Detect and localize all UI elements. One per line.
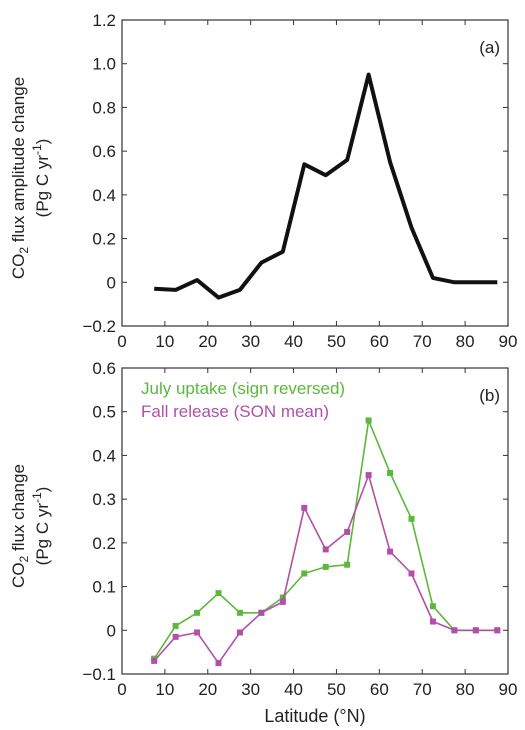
data-point-b xyxy=(494,627,501,634)
y-tick-label-a: 0.2 xyxy=(92,230,116,249)
y-tick-label-b: 0.4 xyxy=(92,446,116,465)
panel-label-a: (a) xyxy=(479,38,500,57)
data-point-b xyxy=(301,570,308,577)
data-point-b xyxy=(365,417,372,424)
data-point-b xyxy=(344,561,351,568)
data-point-b xyxy=(258,609,265,616)
y-tick-label-a: 1.0 xyxy=(92,55,116,74)
x-tick-label-a: 80 xyxy=(456,332,475,351)
data-point-b xyxy=(215,590,222,597)
x-tick-label-a: 60 xyxy=(370,332,389,351)
y-tick-label-b: 0 xyxy=(107,621,116,640)
y-tick-label-a: −0.2 xyxy=(82,317,116,336)
data-point-b xyxy=(408,570,415,577)
panel-label-b: (b) xyxy=(479,386,500,405)
x-tick-label-b: 10 xyxy=(155,680,174,699)
y-tick-label-a: 1.2 xyxy=(92,11,116,30)
x-tick-label-a: 90 xyxy=(499,332,518,351)
x-tick-label-b: 30 xyxy=(241,680,260,699)
series-line-july xyxy=(153,419,498,660)
data-point-b xyxy=(279,594,286,601)
y-tick-label-a: 0.6 xyxy=(92,142,116,161)
plot-frame-b xyxy=(121,367,509,675)
x-tick-label-a: 20 xyxy=(198,332,217,351)
y-tick-label-b: 0.1 xyxy=(92,578,116,597)
x-tick-label-b: 50 xyxy=(327,680,346,699)
y-tick-label-b: 0.3 xyxy=(92,490,116,509)
plot-frame-a xyxy=(121,19,509,327)
x-tick-label-b: 0 xyxy=(117,680,126,699)
y-axis-label-a: CO2 flux amplitude change xyxy=(9,77,31,279)
x-tick-label-b: 70 xyxy=(413,680,432,699)
data-point-b xyxy=(172,633,179,640)
x-tick-label-a: 0 xyxy=(117,332,126,351)
y-tick-label-b: 0.2 xyxy=(92,534,116,553)
data-point-b xyxy=(215,660,222,667)
legend-entry-1: July uptake (sign reversed) xyxy=(141,379,345,398)
data-point-b xyxy=(194,629,201,636)
data-point-b xyxy=(429,618,436,625)
x-tick-label-a: 40 xyxy=(284,332,303,351)
y-tick-label-b: −0.1 xyxy=(82,665,116,684)
y-tick-label-a: 0.8 xyxy=(92,98,116,117)
panel-a: 0 10 20 30 40 50 60 70 80 90−0.200.20.40.60.81.01… xyxy=(9,11,517,351)
x-axis-label: Latitude (°N) xyxy=(264,706,365,726)
y-axis-label-b: CO2 flux change xyxy=(9,464,31,588)
data-point-b xyxy=(301,504,308,511)
y-tick-label-b: 0.5 xyxy=(92,403,116,422)
y-tick-label-b: 0.6 xyxy=(92,359,116,378)
y-tick-label-a: 0.4 xyxy=(92,186,116,205)
data-point-b xyxy=(429,603,436,610)
data-point-b xyxy=(279,598,286,605)
x-tick-label-b: 20 xyxy=(198,680,217,699)
x-tick-label-a: 10 xyxy=(155,332,174,351)
data-point-b xyxy=(344,528,351,535)
x-tick-label-a: 70 xyxy=(413,332,432,351)
data-point-b xyxy=(236,609,243,616)
data-point-b xyxy=(365,472,372,479)
x-tick-label-b: 40 xyxy=(284,680,303,699)
data-point-b xyxy=(451,627,458,634)
data-point-b xyxy=(236,629,243,636)
data-point-b xyxy=(194,609,201,616)
y-axis-unit-b: (Pg C yr-1) xyxy=(30,487,52,566)
data-point-b xyxy=(322,563,329,570)
y-axis-unit-a: (Pg C yr-1) xyxy=(30,139,52,218)
panel-b: 0 10 20 30 40 50 60 70 80 90−0.100.10.20.30.40.50… xyxy=(9,359,517,726)
data-point-b xyxy=(151,657,158,664)
data-point-b xyxy=(387,548,394,555)
data-point-b xyxy=(322,546,329,553)
data-point-b xyxy=(408,515,415,522)
data-point-b xyxy=(472,627,479,634)
data-point-b xyxy=(172,622,179,629)
y-tick-label-a: 0 xyxy=(107,273,116,292)
x-tick-label-a: 30 xyxy=(241,332,260,351)
data-point-b xyxy=(387,469,394,476)
series-line-a xyxy=(154,72,498,300)
x-tick-label-b: 80 xyxy=(456,680,475,699)
x-tick-label-b: 60 xyxy=(370,680,389,699)
x-tick-label-b: 90 xyxy=(499,680,518,699)
x-tick-label-a: 50 xyxy=(327,332,346,351)
legend-entry-2: Fall release (SON mean) xyxy=(141,402,329,421)
